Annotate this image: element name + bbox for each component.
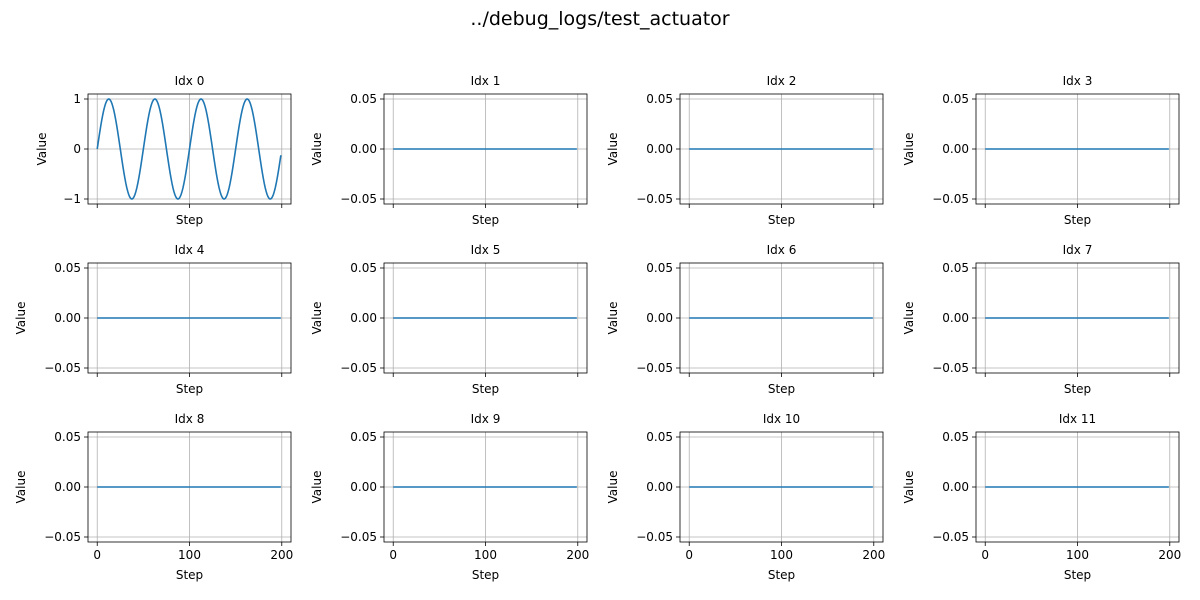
y-tick-label: 0.00: [350, 480, 377, 494]
series-line-0: [96, 98, 282, 200]
y-tick-label: 0.00: [350, 142, 377, 156]
y-tick-label: −0.05: [636, 192, 673, 206]
y-tick-label: −0.05: [636, 361, 673, 375]
subplot-title: Idx 0: [175, 74, 205, 88]
x-tick-label: 200: [1158, 548, 1181, 562]
y-axis-label: Value: [310, 133, 324, 166]
y-tick-label: 0.05: [942, 261, 969, 275]
subplot-6: −0.05 0.00 0.05 Idx 6 Step Value: [606, 243, 884, 396]
x-axis-label: Step: [472, 568, 499, 582]
x-axis-label: Step: [176, 213, 203, 227]
x-axis-label: Step: [768, 213, 795, 227]
y-tick-label: −0.05: [932, 530, 969, 544]
subplot-11: 0 100 200 −0.05 0.00 0.05 Idx 11 Step Value: [902, 412, 1181, 582]
x-tick-label: 100: [474, 548, 497, 562]
x-tick-label: 100: [770, 548, 793, 562]
y-tick-label: 0: [73, 142, 81, 156]
y-tick-label: 1: [73, 92, 81, 106]
y-tick-label: −0.05: [340, 361, 377, 375]
subplot-title: Idx 7: [1063, 243, 1093, 257]
x-tick-label: 200: [862, 548, 885, 562]
subplot-title: Idx 3: [1063, 74, 1093, 88]
y-tick-label: −0.05: [44, 530, 81, 544]
y-tick-label: −0.05: [340, 530, 377, 544]
y-tick-label: 0.00: [942, 311, 969, 325]
x-axis-label: Step: [472, 382, 499, 396]
y-tick-label: 0.05: [646, 261, 673, 275]
y-tick-label: 0.05: [54, 261, 81, 275]
y-tick-label: −0.05: [636, 530, 673, 544]
y-axis-label: Value: [902, 302, 916, 335]
y-axis-label: Value: [14, 302, 28, 335]
subplot-10: 0 100 200 −0.05 0.00 0.05 Idx 10 Step Value: [606, 412, 885, 582]
y-tick-label: 0.00: [646, 480, 673, 494]
subplot-title: Idx 2: [767, 74, 797, 88]
subplot-title: Idx 4: [175, 243, 205, 257]
y-tick-label: 0.05: [350, 430, 377, 444]
subplot-title: Idx 11: [1059, 412, 1096, 426]
y-tick-label: 0.00: [646, 142, 673, 156]
x-tick-label: 100: [1066, 548, 1089, 562]
y-tick-label: 0.00: [350, 311, 377, 325]
subplot-title: Idx 1: [471, 74, 501, 88]
y-axis-label: Value: [35, 133, 49, 166]
subplot-4: −0.05 0.00 0.05 Idx 4 Step Value: [14, 243, 292, 396]
y-axis-label: Value: [14, 471, 28, 504]
x-tick-label: 200: [270, 548, 293, 562]
y-axis-label: Value: [606, 302, 620, 335]
y-axis-label: Value: [310, 302, 324, 335]
y-tick-label: 0.00: [646, 311, 673, 325]
subplot-9: 0 100 200 −0.05 0.00 0.05 Idx 9 Step Value: [310, 412, 589, 582]
y-tick-label: 0.00: [54, 311, 81, 325]
y-axis-label: Value: [310, 471, 324, 504]
subplot-8: 0 100 200 −0.05 0.00 0.05 Idx 8 Step Value: [14, 412, 293, 582]
y-tick-label: 0.05: [350, 92, 377, 106]
y-axis-label: Value: [902, 471, 916, 504]
subplot-2: −0.05 0.00 0.05 Idx 2 Step Value: [606, 74, 884, 227]
y-axis-label: Value: [606, 133, 620, 166]
subplot-5: −0.05 0.00 0.05 Idx 5 Step Value: [310, 243, 588, 396]
x-axis-label: Step: [1064, 568, 1091, 582]
y-tick-label: 0.05: [646, 92, 673, 106]
subplot-title: Idx 6: [767, 243, 797, 257]
x-tick-label: 0: [93, 548, 101, 562]
y-tick-label: 0.00: [54, 480, 81, 494]
y-tick-label: 0.05: [646, 430, 673, 444]
y-tick-label: −1: [63, 192, 81, 206]
x-axis-label: Step: [768, 382, 795, 396]
y-tick-label: −0.05: [932, 192, 969, 206]
y-axis-label: Value: [902, 133, 916, 166]
x-axis-label: Step: [176, 382, 203, 396]
y-tick-label: 0.05: [54, 430, 81, 444]
y-tick-label: 0.00: [942, 142, 969, 156]
y-tick-label: 0.05: [350, 261, 377, 275]
x-axis-label: Step: [1064, 382, 1091, 396]
subplot-title: Idx 10: [763, 412, 800, 426]
x-tick-label: 0: [389, 548, 397, 562]
subplot-7: −0.05 0.00 0.05 Idx 7 Step Value: [902, 243, 1180, 396]
x-axis-label: Step: [176, 568, 203, 582]
subplot-3: −0.05 0.00 0.05 Idx 3 Step Value: [902, 74, 1180, 227]
x-axis-label: Step: [472, 213, 499, 227]
figure-title: ../debug_logs/test_actuator: [470, 8, 730, 30]
x-tick-label: 200: [566, 548, 589, 562]
subplot-0: −1 0 1 Idx 0 Step Value: [35, 74, 292, 227]
x-tick-label: 0: [981, 548, 989, 562]
y-tick-label: 0.05: [942, 92, 969, 106]
x-axis-label: Step: [1064, 213, 1091, 227]
subplot-title: Idx 9: [471, 412, 501, 426]
subplot-title: Idx 5: [471, 243, 501, 257]
y-tick-label: −0.05: [44, 361, 81, 375]
x-tick-label: 100: [178, 548, 201, 562]
subplot-title: Idx 8: [175, 412, 205, 426]
y-axis-label: Value: [606, 471, 620, 504]
x-tick-label: 0: [685, 548, 693, 562]
x-axis-label: Step: [768, 568, 795, 582]
y-tick-label: −0.05: [340, 192, 377, 206]
y-tick-label: −0.05: [932, 361, 969, 375]
subplot-1: −0.05 0.00 0.05 Idx 1 Step Value: [310, 74, 588, 227]
y-tick-label: 0.05: [942, 430, 969, 444]
y-tick-label: 0.00: [942, 480, 969, 494]
